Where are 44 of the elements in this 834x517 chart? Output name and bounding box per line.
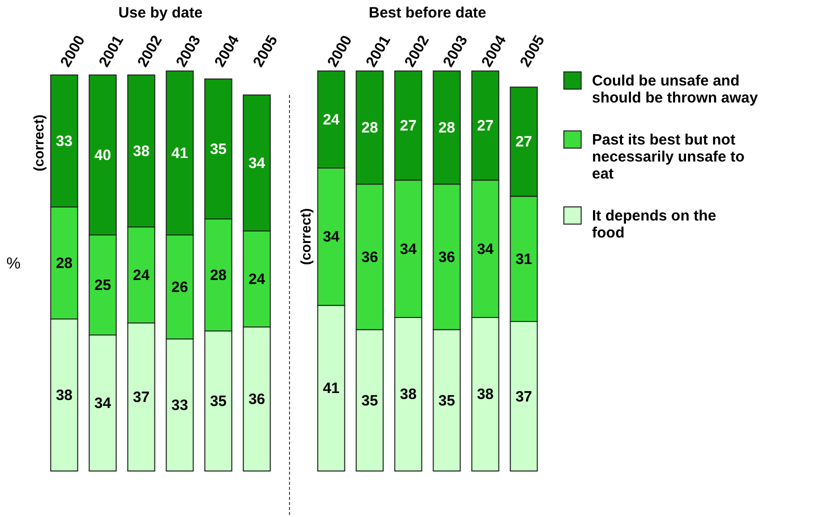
data-label: 24 — [132, 267, 150, 284]
data-label: 34 — [400, 240, 418, 258]
legend-label: It depends on the food — [592, 208, 716, 242]
data-label: 28 — [361, 120, 378, 137]
data-label: 41 — [171, 145, 188, 162]
data-label: 37 — [132, 389, 150, 406]
data-label: 31 — [515, 250, 532, 268]
data-label: 34 — [476, 240, 494, 258]
data-label: 28 — [56, 255, 73, 272]
y-axis-title: % — [6, 256, 21, 272]
data-label: 35 — [361, 392, 378, 410]
legend-label: Past its best but not necessarily unsafe to eat — [592, 132, 745, 182]
data-label: 38 — [132, 143, 150, 160]
data-label: 38 — [56, 387, 73, 404]
data-label: 34 — [94, 395, 112, 412]
data-label: 33 — [171, 397, 188, 414]
data-label: 37 — [515, 388, 532, 406]
data-label: 27 — [400, 118, 417, 135]
data-label: 33 — [56, 133, 73, 150]
data-label: 27 — [515, 134, 532, 151]
data-label: 41 — [322, 380, 340, 398]
data-label: 28 — [210, 267, 227, 284]
data-label: 25 — [94, 277, 112, 294]
annotation: (correct) — [30, 114, 47, 172]
data-label: 24 — [248, 271, 266, 288]
data-label: 26 — [171, 279, 188, 296]
data-label: 28 — [438, 120, 456, 137]
data-label: 35 — [210, 141, 227, 158]
data-label: 38 — [400, 386, 417, 404]
data-label: 24 — [322, 111, 340, 128]
data-label: 38 — [476, 386, 494, 404]
data-label: 36 — [248, 391, 266, 408]
chart-title: Best before date — [368, 4, 486, 22]
data-label: 40 — [94, 147, 112, 164]
data-label: 34 — [248, 155, 266, 172]
data-label: 27 — [476, 118, 494, 135]
data-label: 36 — [438, 248, 456, 266]
data-label: 35 — [210, 393, 227, 410]
annotation: (correct) — [298, 208, 314, 266]
legend-label: Could be unsafe and should be thrown away — [592, 72, 759, 106]
chart-title: Use by date — [118, 4, 203, 22]
data-label: 36 — [361, 248, 378, 266]
data-label: 34 — [322, 228, 340, 246]
data-label: 35 — [438, 392, 456, 410]
